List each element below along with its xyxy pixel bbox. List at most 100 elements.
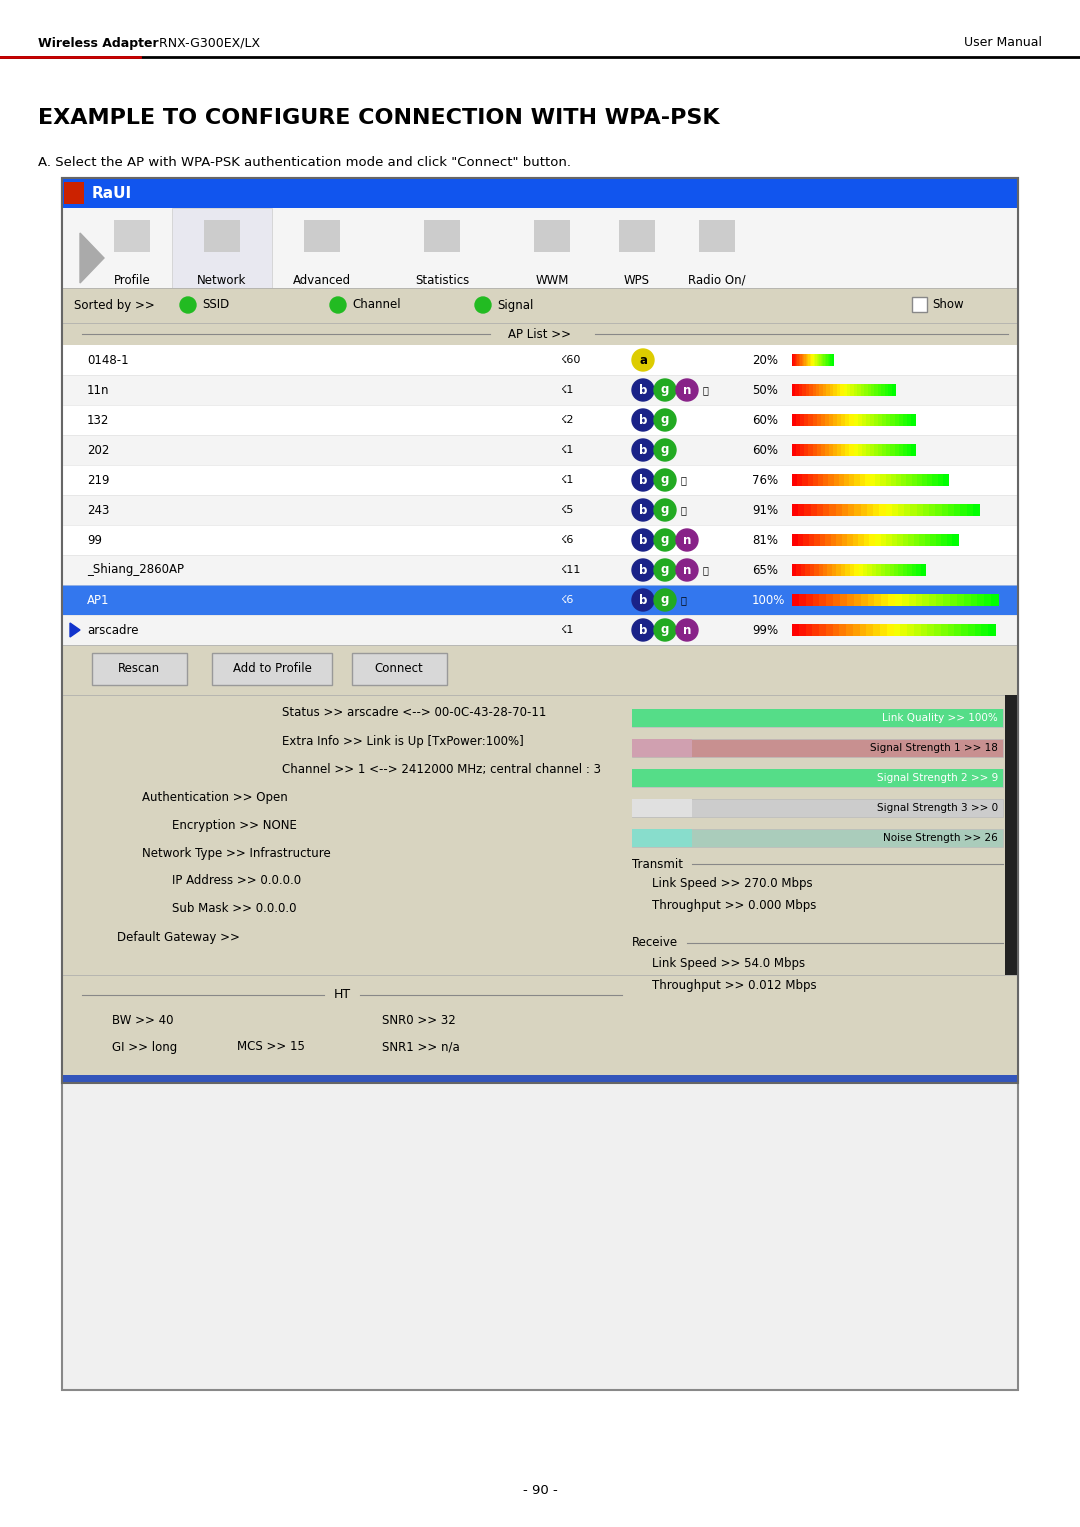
Bar — [862, 444, 866, 457]
Bar — [792, 444, 797, 457]
Bar — [832, 563, 837, 576]
Bar — [792, 354, 794, 366]
Bar — [836, 504, 842, 516]
Bar — [901, 473, 907, 486]
Text: b: b — [638, 563, 647, 577]
Bar — [947, 625, 955, 637]
Bar — [988, 625, 996, 637]
Bar — [836, 534, 842, 547]
Bar — [924, 534, 931, 547]
Text: g: g — [661, 504, 670, 516]
Bar — [903, 414, 907, 426]
Text: Signal: Signal — [497, 298, 534, 312]
Bar — [942, 534, 948, 547]
Bar — [896, 473, 902, 486]
Bar — [831, 534, 837, 547]
Bar — [936, 534, 942, 547]
Bar — [923, 504, 930, 516]
Text: Channel: Channel — [352, 298, 401, 312]
Bar — [534, 220, 570, 252]
Bar — [848, 534, 853, 547]
Bar — [922, 473, 928, 486]
Bar — [62, 405, 1018, 435]
Bar — [960, 504, 968, 516]
Bar — [840, 383, 845, 395]
Text: Authentication >> Open: Authentication >> Open — [141, 791, 287, 803]
Circle shape — [632, 379, 654, 402]
Text: g: g — [661, 383, 670, 397]
Bar — [806, 625, 813, 637]
Bar — [849, 444, 854, 457]
Circle shape — [676, 559, 698, 580]
Bar — [922, 594, 930, 606]
Bar — [816, 383, 821, 395]
Circle shape — [632, 499, 654, 521]
Bar — [850, 563, 855, 576]
Bar — [825, 444, 829, 457]
Bar — [792, 594, 799, 606]
Bar — [853, 414, 859, 426]
Bar — [866, 444, 870, 457]
Text: 50%: 50% — [752, 383, 778, 397]
Bar — [212, 654, 332, 686]
Text: 100%: 100% — [752, 594, 785, 606]
Text: ☇60: ☇60 — [561, 354, 580, 365]
Bar — [806, 563, 810, 576]
Bar — [62, 179, 1018, 1083]
Text: g: g — [661, 443, 670, 457]
Bar — [848, 504, 855, 516]
Bar — [831, 354, 833, 366]
Bar — [903, 444, 907, 457]
Text: 219: 219 — [87, 473, 109, 487]
Bar — [792, 383, 796, 395]
Text: - 90 -: - 90 - — [523, 1484, 557, 1496]
Text: g: g — [661, 623, 670, 637]
Bar — [888, 383, 892, 395]
Text: Receive: Receive — [632, 936, 678, 950]
Bar — [632, 799, 692, 817]
Bar — [797, 354, 799, 366]
Text: 91%: 91% — [752, 504, 778, 516]
Bar — [894, 444, 900, 457]
Bar — [907, 444, 912, 457]
Text: 20%: 20% — [752, 353, 778, 366]
Text: b: b — [638, 473, 647, 487]
Bar — [823, 504, 831, 516]
Bar — [814, 354, 816, 366]
Bar — [303, 220, 340, 252]
Bar — [833, 414, 838, 426]
Circle shape — [632, 350, 654, 371]
Text: Profile: Profile — [113, 273, 150, 287]
Bar — [632, 770, 1003, 786]
Bar — [62, 345, 1018, 376]
Bar — [875, 383, 879, 395]
Bar — [912, 296, 927, 312]
Bar — [860, 625, 867, 637]
Bar — [796, 383, 799, 395]
Bar — [853, 444, 859, 457]
Bar — [794, 354, 796, 366]
Bar — [859, 563, 864, 576]
Bar — [114, 220, 150, 252]
Bar — [815, 354, 818, 366]
Text: g: g — [661, 473, 670, 487]
Bar — [886, 563, 890, 576]
Text: 76%: 76% — [752, 473, 778, 487]
Bar — [839, 473, 845, 486]
Text: g: g — [661, 594, 670, 606]
Text: AP List >>: AP List >> — [509, 327, 571, 341]
Text: b: b — [638, 623, 647, 637]
Bar — [797, 473, 804, 486]
Text: b: b — [638, 504, 647, 516]
Bar — [92, 654, 187, 686]
Bar — [984, 594, 991, 606]
Text: Signal Strength 3 >> 0: Signal Strength 3 >> 0 — [877, 803, 998, 812]
Bar — [846, 444, 850, 457]
Bar — [899, 563, 904, 576]
Bar — [812, 444, 818, 457]
Bar — [849, 414, 854, 426]
Bar — [847, 383, 851, 395]
Text: 65%: 65% — [752, 563, 778, 577]
Bar — [854, 473, 861, 486]
Bar — [880, 534, 887, 547]
